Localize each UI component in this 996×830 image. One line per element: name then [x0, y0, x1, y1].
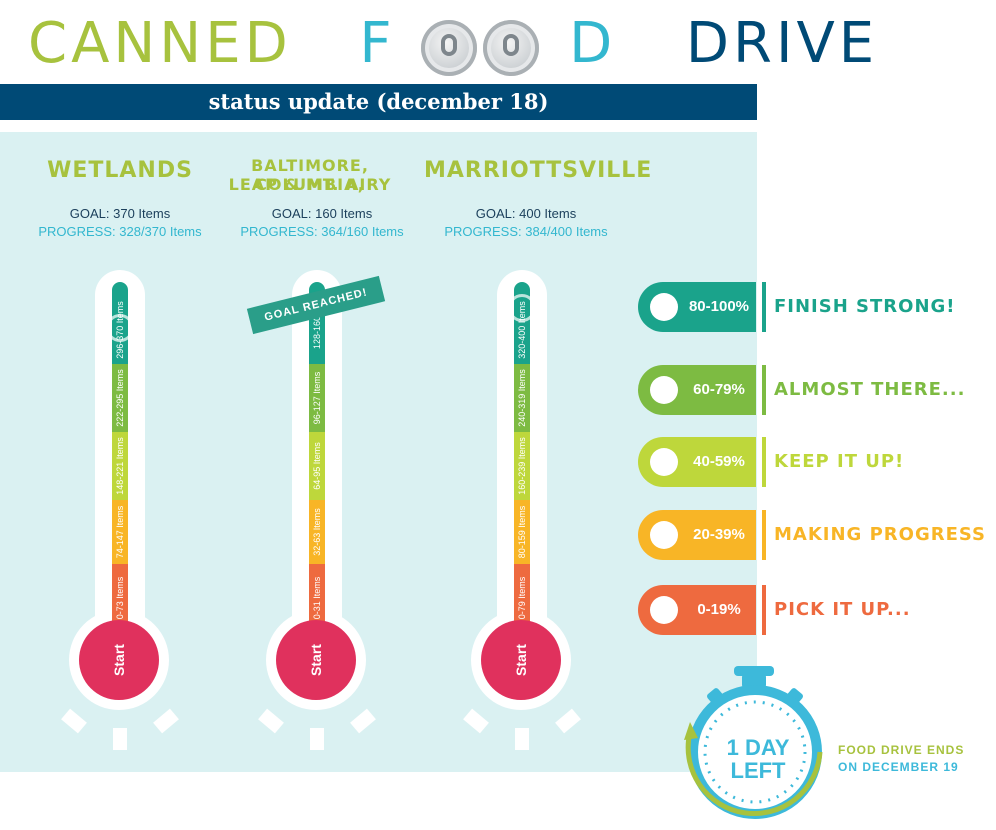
start-label: Start	[308, 644, 324, 676]
segment-20-39: 32-63 Items	[309, 500, 325, 564]
segment-20-39: 80-159 Items	[514, 500, 530, 564]
spark-icon	[310, 728, 324, 750]
title-letter-f: F	[359, 11, 396, 76]
location-goal-marriottsville: GOAL: 400 Items	[475, 206, 577, 221]
segment-20-39: 74-147 Items	[112, 500, 128, 564]
legend-dot	[650, 596, 678, 624]
location-progress-baltimore: PROGRESS: 364/160 Items	[240, 224, 404, 239]
location-progress-marriottsville: PROGRESS: 384/400 Items	[444, 224, 608, 239]
segment-60-79: 222-295 Items	[112, 364, 128, 432]
subtitle-text: status update (december 18)	[208, 89, 549, 114]
ends-line2: ON DECEMBER 19	[838, 760, 959, 774]
title-letter-d: D	[569, 11, 617, 76]
location-name-baltimore-line2: LEAP & MT. AIRY	[228, 175, 392, 194]
legend-range: 40-59%	[693, 453, 745, 470]
segment-0-19: 0-31 Items	[309, 564, 325, 632]
segment-40-59: 64-95 Items	[309, 432, 325, 500]
page-title: CANNED F D DRIVE	[28, 10, 878, 78]
legend-label: KEEP IT UP!	[774, 451, 905, 472]
legend-label: PICK IT UP...	[774, 599, 911, 620]
ends-line1: FOOD DRIVE ENDS	[838, 743, 965, 757]
can-lids-icon	[417, 10, 547, 78]
start-label: Start	[513, 644, 529, 676]
legend-pill-60-79: 60-79%	[638, 365, 756, 415]
title-canned: CANNED	[28, 11, 292, 76]
legend-label: FINISH STRONG!	[774, 296, 956, 317]
legend-range: 20-39%	[693, 526, 745, 543]
segment-0-19: 0-73 Items	[112, 564, 128, 632]
legend-range: 80-100%	[688, 298, 750, 315]
location-name-wetlands: WETLANDS	[47, 158, 193, 183]
legend-divider	[762, 510, 766, 560]
clock-line1: 1 DAY	[726, 735, 790, 760]
legend-divider	[762, 585, 766, 635]
subtitle-banner	[0, 84, 757, 120]
location-name-baltimore-line1: BALTIMORE, COLUMBIA,	[251, 156, 369, 194]
legend-pill-40-59: 40-59%	[638, 437, 756, 487]
legend-dot	[650, 521, 678, 549]
segment-60-79: 240-319 Items	[514, 364, 530, 432]
start-label: Start	[111, 644, 127, 676]
legend-divider	[762, 365, 766, 415]
start-bulb	[79, 620, 159, 700]
legend-pill-0-19: 0-19%	[638, 585, 756, 635]
legend-dot	[650, 448, 678, 476]
segment-40-59: 148-221 Items	[112, 432, 128, 500]
segment-60-79: 96-127 Items	[309, 364, 325, 432]
spark-icon	[113, 728, 127, 750]
legend-label: ALMOST THERE...	[774, 379, 966, 400]
legend-range: 60-79%	[693, 381, 745, 398]
title-drive: DRIVE	[685, 11, 879, 76]
location-goal-baltimore: GOAL: 160 Items	[271, 206, 373, 221]
legend-label: MAKING PROGRESS	[774, 524, 986, 545]
legend-divider	[762, 437, 766, 487]
location-goal-wetlands: GOAL: 370 Items	[69, 206, 171, 221]
location-name-marriottsville: MARRIOTTSVILLE	[424, 158, 653, 183]
legend-pill-20-39: 20-39%	[638, 510, 756, 560]
progress-marker	[508, 294, 536, 322]
location-progress-wetlands: PROGRESS: 328/370 Items	[38, 224, 202, 239]
legend-dot	[650, 293, 678, 321]
stopwatch-icon	[684, 666, 823, 819]
spark-icon	[515, 728, 529, 750]
legend-divider	[762, 282, 766, 332]
legend-dot	[650, 376, 678, 404]
clock-line2: LEFT	[730, 758, 786, 783]
segment-40-59: 160-239 Items	[514, 432, 530, 500]
legend-range: 0-19%	[697, 601, 741, 618]
legend-pill-80-100: 80-100%	[638, 282, 756, 332]
segment-0-19: 0-79 Items	[514, 564, 530, 632]
start-bulb	[481, 620, 561, 700]
start-bulb	[276, 620, 356, 700]
progress-marker	[106, 314, 134, 342]
